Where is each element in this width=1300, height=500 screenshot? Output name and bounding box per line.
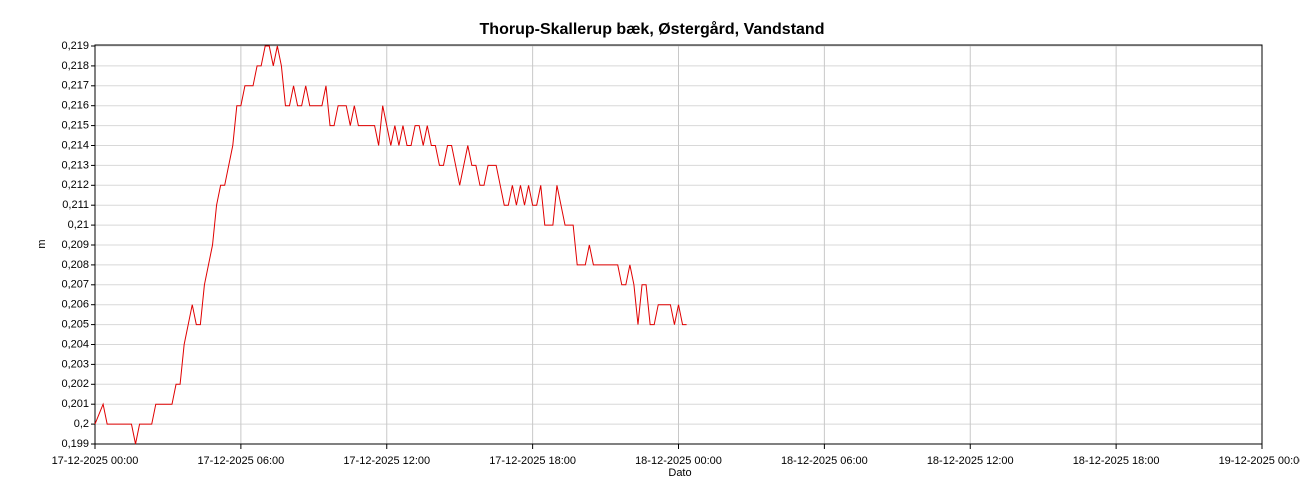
y-tick-label: 0,217: [61, 80, 89, 92]
y-tick-label: 0,206: [61, 299, 89, 311]
y-tick-label: 0,207: [61, 279, 89, 291]
x-tick-label: 18-12-2025 00:00: [635, 455, 722, 467]
y-tick-label: 0,209: [61, 239, 89, 251]
y-tick-label: 0,204: [61, 338, 89, 350]
y-tick-label: 0,212: [61, 179, 89, 191]
x-tick-label: 18-12-2025 18:00: [1073, 455, 1160, 467]
y-tick-label: 0,202: [61, 378, 89, 390]
x-tick-label: 17-12-2025 00:00: [52, 455, 139, 467]
y-tick-label: 0,213: [61, 159, 89, 171]
y-tick-label: 0,219: [61, 40, 89, 52]
x-tick-label: 17-12-2025 18:00: [489, 455, 576, 467]
x-tick-label: 18-12-2025 06:00: [781, 455, 868, 467]
y-tick-label: 0,218: [61, 60, 89, 72]
y-axis-label: m: [36, 239, 48, 248]
plot-frame: [94, 44, 1263, 445]
y-tick-label: 0,203: [61, 358, 89, 370]
x-tick-label: 17-12-2025 12:00: [343, 455, 430, 467]
chart-title: Thorup-Skallerup bæk, Østergård, Vandsta…: [480, 20, 825, 38]
y-tick-label: 0,214: [61, 139, 89, 151]
y-tick-label: 0,208: [61, 259, 89, 271]
x-axis-label: Dato: [668, 467, 691, 479]
x-tick-label: 17-12-2025 06:00: [197, 455, 284, 467]
y-tick-label: 0,2: [74, 418, 89, 430]
y-tick-label: 0,211: [62, 199, 89, 211]
x-tick-label: 19-12-2025 00:00: [1219, 455, 1300, 467]
y-tick-label: 0,215: [61, 120, 89, 132]
y-tick-label: 0,21: [68, 219, 89, 231]
y-tick-label: 0,216: [61, 100, 89, 112]
data-line: [94, 45, 687, 445]
y-tick-label: 0,201: [61, 398, 89, 410]
x-tick-label: 18-12-2025 12:00: [927, 455, 1014, 467]
y-tick-label: 0,199: [61, 438, 89, 450]
y-tick-label: 0,205: [61, 319, 89, 331]
